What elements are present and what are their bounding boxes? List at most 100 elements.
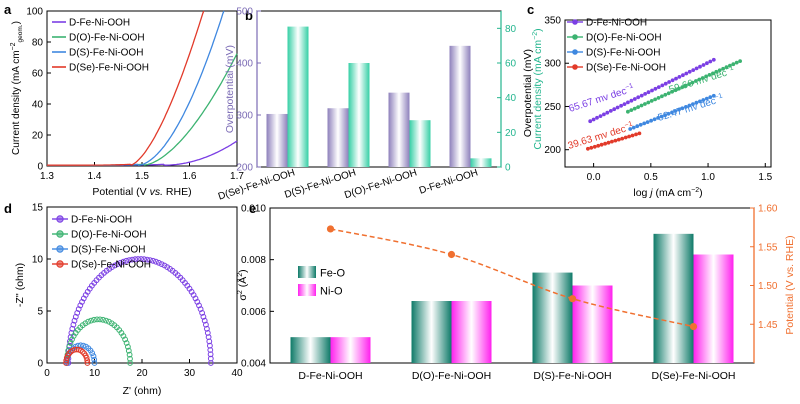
x-tick-label: 1.5 <box>758 172 772 183</box>
nyquist-point-2 <box>91 360 98 366</box>
x-tick-label: 40 <box>231 368 243 379</box>
tafel-point-2 <box>711 93 716 98</box>
legend-label-0: D-Fe-Ni-OOH <box>71 215 132 226</box>
legend-marker-0 <box>572 19 578 25</box>
tafel-point-0 <box>701 63 706 67</box>
legend-swatch-1 <box>298 284 316 296</box>
y-left-tick-label: 500 <box>236 7 253 18</box>
y-tick-label: 200 <box>544 145 561 156</box>
legend-marker-2 <box>572 49 578 55</box>
tafel-point-3 <box>592 144 597 149</box>
nyquist-point-3 <box>63 360 69 366</box>
category-label-0: D-Fe-Ni-OOH <box>298 370 362 382</box>
tafel-point-1 <box>721 66 725 71</box>
tafel-point-1 <box>690 80 695 85</box>
nyquist-point-0 <box>71 317 78 324</box>
tafel-point-3 <box>596 143 601 148</box>
tafel-point-3 <box>627 134 631 139</box>
tafel-point-3 <box>603 141 607 146</box>
potential-line <box>330 228 694 328</box>
bar-current-density <box>470 158 492 167</box>
tafel-point-2 <box>663 113 667 118</box>
legend-label-1: Ni-O <box>320 286 343 298</box>
nyquist-point-0 <box>201 317 208 324</box>
nyquist-point-3 <box>84 360 91 366</box>
panel-e-ylabel-right: Potential (V vs. RHE) <box>784 235 796 334</box>
tafel-point-0 <box>619 103 623 108</box>
potential-point-1 <box>447 250 456 259</box>
bar-overpotential <box>449 45 471 168</box>
panel-b-categories: D(Se)-Fe-Ni-OOHD(S)-Fe-Ni-OOHD(O)-Fe-Ni-… <box>217 167 479 202</box>
legend-label-1: D(O)-Fe-Ni-OOH <box>71 230 147 241</box>
panel-label-e: e <box>249 201 256 216</box>
x-tick-label: 0 <box>44 368 50 379</box>
tafel-point-3 <box>634 132 638 137</box>
nyquist-point-0 <box>135 256 142 262</box>
tafel-point-1 <box>687 82 691 86</box>
nyquist-point-1 <box>123 340 130 346</box>
y-left-tick-label: 0.004 <box>241 359 266 370</box>
tafel-point-1 <box>677 86 681 91</box>
tafel-point-0 <box>687 69 692 74</box>
slope-annotation-1: 59.66 mv dec−1 <box>667 64 736 95</box>
y-right-tick-label: 60 <box>505 59 517 70</box>
slope-annotation-text: 65.67 mv dec <box>568 86 629 115</box>
legend-label-0: D-Fe-Ni-OOH <box>586 18 647 29</box>
panel-b-bar-chart: 200 300 400 500 0 20 40 60 80 D(Se)-Fe-Ni-OOHD(S… <box>217 7 544 203</box>
y-right-tick-label: 40 <box>505 93 517 104</box>
panel-c-series <box>586 57 742 151</box>
bar-ni-o <box>330 337 371 363</box>
tafel-point-0 <box>667 80 671 84</box>
slope-annotation-text: 59.66 mv dec <box>668 68 729 96</box>
bar-current-density <box>409 120 431 167</box>
series-line-0 <box>47 140 238 166</box>
slope-annotation-unit: −1 <box>624 120 634 129</box>
tafel-point-0 <box>653 86 658 91</box>
tafel-point-1 <box>663 92 668 97</box>
tafel-point-1 <box>680 85 685 89</box>
panel-label-a: a <box>4 2 12 17</box>
y-left-tick-label: 0.006 <box>241 307 266 318</box>
tafel-point-2 <box>684 105 688 109</box>
nyquist-point-1 <box>82 320 89 327</box>
tafel-point-2 <box>638 122 643 127</box>
legend-label-0: Fe-O <box>320 268 346 280</box>
nyquist-point-1 <box>125 347 132 354</box>
nyquist-point-0 <box>70 321 77 328</box>
nyquist-point-3 <box>83 354 90 361</box>
bar-ni-o <box>572 285 613 363</box>
bar-ni-o <box>693 254 734 363</box>
y-left-tick-label: 0.008 <box>241 255 266 266</box>
panel-c-legend: D-Fe-Ni-OOH D(O)-Fe-Ni-OOH D(S)-Fe-Ni-OOH D… <box>567 18 666 74</box>
tafel-point-0 <box>602 112 606 117</box>
panel-c-annotations: 65.67 mv dec−1 59.66 mv dec−152.47 mv dec… <box>567 64 736 151</box>
tafel-point-1 <box>626 109 630 114</box>
legend-label-3: D(Se)-Fe-Ni-OOH <box>69 63 149 74</box>
nyquist-point-0 <box>111 262 118 269</box>
tafel-point-2 <box>631 125 636 130</box>
legend-marker-1 <box>56 230 64 238</box>
panel-e-bar-chart: 0.004 0.006 0.008 0.010 1.45 1.50 1.55 1.60 D-F… <box>236 204 796 383</box>
nyquist-point-1 <box>126 351 133 358</box>
panel-d-series <box>63 256 214 366</box>
y-tick-label: 80 <box>32 38 44 49</box>
legend-label-2: D(S)-Fe-Ni-OOH <box>586 48 660 59</box>
bar-fe-o <box>411 301 452 363</box>
tafel-point-1 <box>660 94 664 99</box>
y-tick-label: 15 <box>32 203 44 214</box>
nyquist-point-1 <box>122 336 128 343</box>
potential-point-2 <box>568 295 577 303</box>
nyquist-point-3 <box>73 346 80 353</box>
tafel-point-0 <box>605 110 610 115</box>
nyquist-point-0 <box>208 360 214 366</box>
legend-label-2: D(S)-Fe-Ni-OOH <box>69 48 143 59</box>
nyquist-point-1 <box>85 318 92 325</box>
nyquist-point-1 <box>91 316 97 323</box>
nyquist-point-3 <box>84 357 91 364</box>
tafel-point-0 <box>595 115 599 120</box>
tafel-point-3 <box>637 131 642 136</box>
legend-label-0: D-Fe-Ni-OOH <box>69 18 130 29</box>
tafel-point-0 <box>615 105 620 110</box>
tafel-point-3 <box>620 136 625 141</box>
